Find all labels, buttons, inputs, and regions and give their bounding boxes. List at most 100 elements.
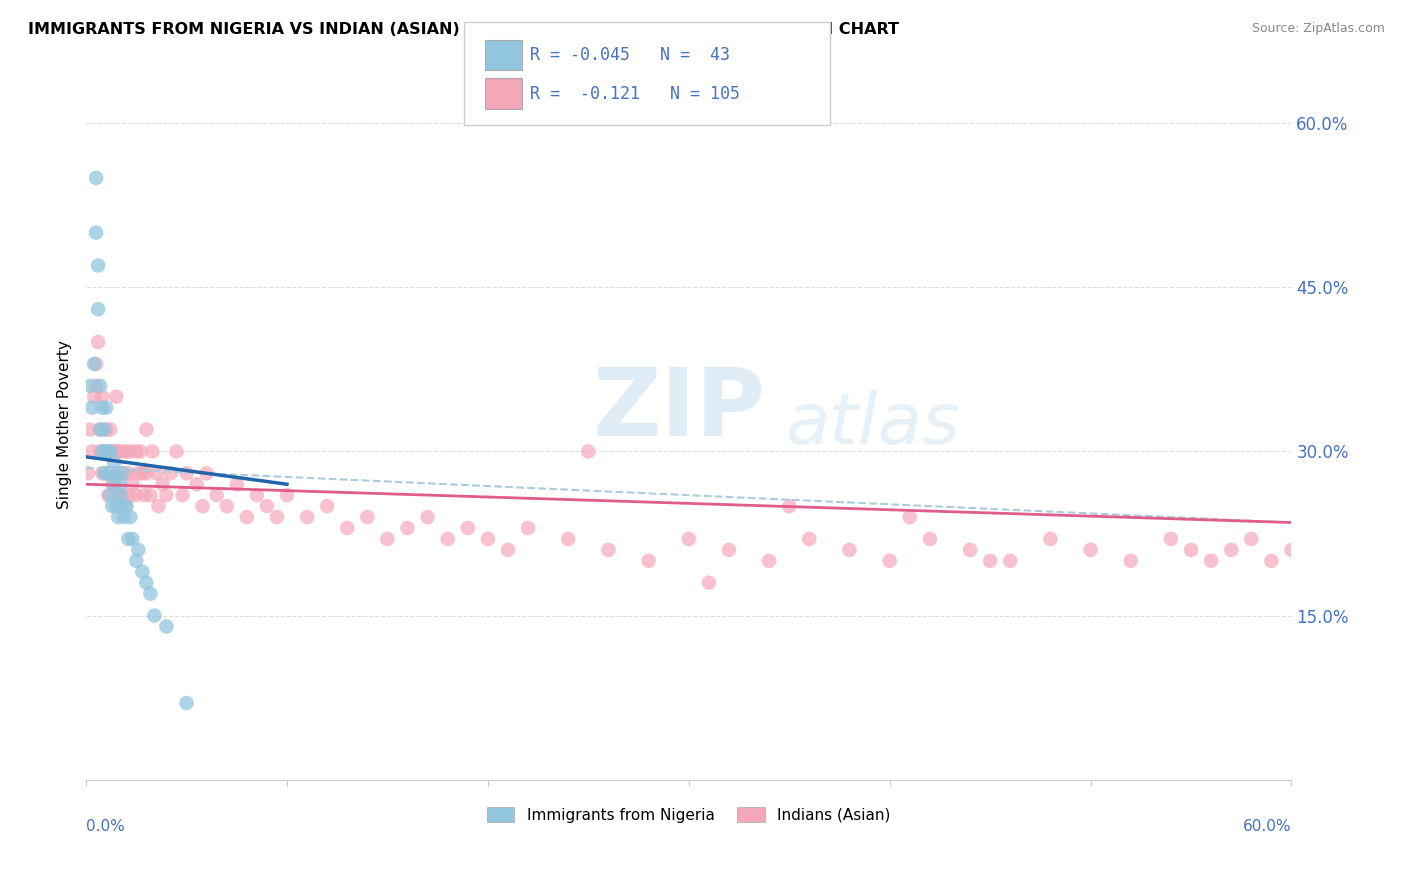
Point [120,488,142,502]
Text: 0.0%: 0.0% [86,819,125,834]
Point [637,554,659,568]
Point [91,444,114,458]
Point [107,510,129,524]
Point [717,542,740,557]
Point [1180,542,1202,557]
Point [98,423,121,437]
Point [176,467,198,481]
Point [125,554,148,568]
Point [215,499,238,513]
Point [115,444,138,458]
Point [101,467,124,481]
Point [96,423,118,437]
Point [110,488,132,502]
Point [115,499,138,513]
Point [135,467,157,481]
Point [97,467,120,481]
Text: atlas: atlas [785,390,960,458]
Point [225,477,247,491]
Point [93,423,115,437]
Point [697,575,720,590]
Point [155,619,177,633]
Point [79,378,101,392]
Point [127,467,149,481]
Point [125,488,148,502]
Point [838,542,860,557]
Point [191,499,214,513]
Point [121,477,143,491]
Point [117,532,139,546]
Point [1240,532,1263,546]
Point [131,467,153,481]
Point [115,499,138,513]
Point [120,444,142,458]
Point [103,477,125,491]
Point [1320,608,1343,623]
Point [166,444,188,458]
Point [246,488,269,502]
Point [105,390,128,404]
Legend: Immigrants from Nigeria, Indians (Asian): Immigrants from Nigeria, Indians (Asian) [481,801,897,829]
Point [83,390,105,404]
Point [678,532,700,546]
Point [396,521,419,535]
Point [97,444,120,458]
Point [1080,542,1102,557]
Point [110,467,132,481]
Point [159,467,181,481]
Point [1199,554,1222,568]
Point [1301,411,1323,425]
Point [89,423,111,437]
Point [139,488,162,502]
Point [84,357,107,371]
Point [91,390,114,404]
Point [91,401,114,415]
Point [316,499,339,513]
Point [356,510,378,524]
Point [457,521,479,535]
Point [148,499,170,513]
Point [111,488,134,502]
Point [107,444,129,458]
Point [101,444,124,458]
Point [103,455,125,469]
Point [152,477,174,491]
Point [598,542,620,557]
Point [98,467,121,481]
Point [959,542,981,557]
Point [111,444,134,458]
Point [84,378,107,392]
Point [87,302,110,317]
Text: 60.0%: 60.0% [1243,819,1292,834]
Point [79,423,101,437]
Point [83,357,105,371]
Point [145,467,167,481]
Point [107,488,129,502]
Point [77,467,100,481]
Point [93,444,115,458]
Point [111,467,134,481]
Point [758,554,780,568]
Point [898,510,921,524]
Point [112,510,135,524]
Point [101,499,124,513]
Text: IMMIGRANTS FROM NIGERIA VS INDIAN (ASIAN) SINGLE MOTHER POVERTY CORRELATION CHAR: IMMIGRANTS FROM NIGERIA VS INDIAN (ASIAN… [28,22,898,37]
Point [141,444,163,458]
Point [143,608,166,623]
Point [139,587,162,601]
Point [134,488,156,502]
Point [110,477,132,491]
Point [84,226,107,240]
Point [576,444,599,458]
Point [1119,554,1142,568]
Point [1220,542,1243,557]
Point [1160,532,1182,546]
Point [98,488,121,502]
Point [82,401,104,415]
Point [998,554,1021,568]
Point [105,444,128,458]
Point [496,542,519,557]
Point [1260,554,1282,568]
Point [266,510,288,524]
Point [135,423,157,437]
